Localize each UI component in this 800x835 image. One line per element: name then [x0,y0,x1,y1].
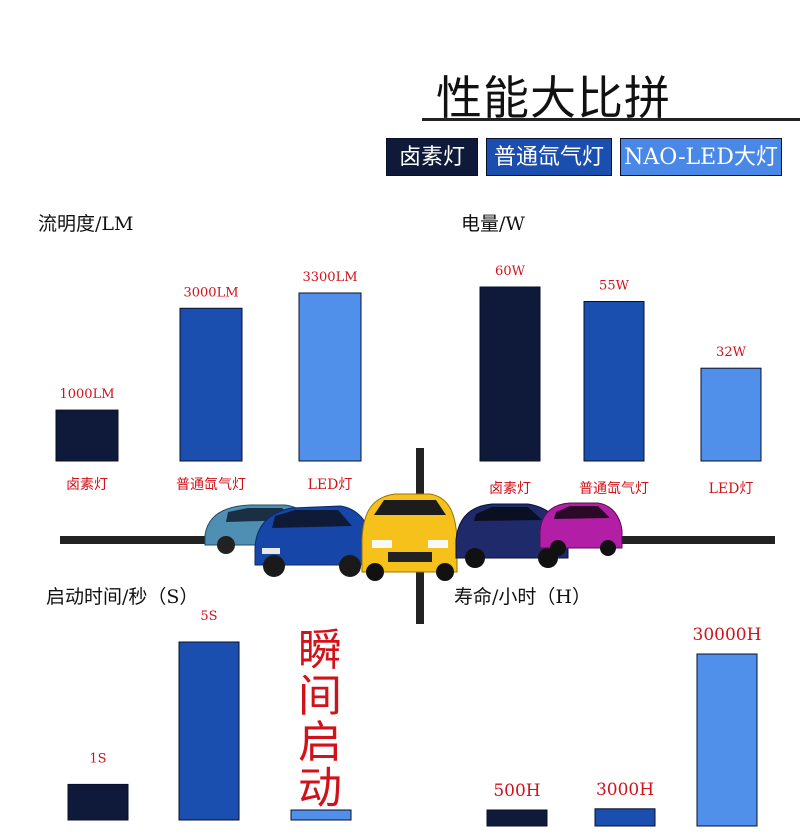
car-illustration [204,493,623,581]
bar-2-2 [290,809,352,821]
panel-title-lumens: 流明度/LM [38,213,134,235]
bar-1-1 [583,301,645,462]
category-label-0-2: LED灯 [308,477,353,493]
panel-title-power: 电量/W [461,213,525,235]
bar-3-1 [594,808,656,827]
bar-3-0 [486,809,548,827]
panel-title-lifetime: 寿命/小时（H） [454,586,591,608]
legend-led: NAO-LED大灯 [620,138,782,176]
bar-3-2 [696,653,758,827]
category-label-0-1: 普通氙气灯 [176,477,246,493]
instant-start-annotation: 瞬间启动 [290,628,350,812]
bar-label-0-1: 3000LM [183,285,238,300]
bar-2-0 [67,783,129,821]
car-blue-suv [254,505,373,577]
category-label-0-0: 卤素灯 [66,477,108,493]
legend-xenon: 普通氙气灯 [486,138,612,176]
page-title: 性能大比拼 [436,71,671,125]
car-magenta [539,502,623,556]
bar-label-1-2: 32W [716,345,747,360]
bar-label-3-0: 500H [493,781,540,801]
bar-label-2-0: 1S [89,751,106,766]
category-label-1-0: 卤素灯 [489,481,531,497]
bar-label-3-2: 30000H [693,625,762,645]
legend-halogen: 卤素灯 [386,138,478,176]
panel-title-startup: 启动时间/秒（S） [46,586,199,608]
chart-panel-0: 1000LM 卤素灯 3000LM 普通氙气灯 3300LM LED灯 [55,270,362,493]
car-yellow [361,493,458,581]
bar-1-0 [479,286,541,462]
chart-panel-2: 1S 5S [67,609,352,821]
bar-label-0-2: 3300LM [302,270,357,285]
instant-start-text: 瞬间启动 [298,625,342,814]
category-label-1-2: LED灯 [709,481,754,497]
bar-label-1-0: 60W [495,264,526,279]
bar-0-1 [179,307,243,462]
bar-label-1-1: 55W [599,279,630,294]
title-underline [422,118,800,121]
bar-0-2 [298,292,362,462]
chart-panel-1: 60W 卤素灯 55W 普通氙气灯 32W LED灯 [479,264,762,497]
bar-2-1 [178,641,240,821]
bar-label-2-1: 5S [200,609,217,624]
bar-0-0 [55,409,119,462]
category-label-1-1: 普通氙气灯 [579,481,649,497]
bar-label-3-1: 3000H [596,780,654,800]
bar-1-2 [700,367,762,462]
chart-panel-3: 500H 3000H 30000H [486,625,762,827]
bar-label-0-0: 1000LM [59,387,114,402]
